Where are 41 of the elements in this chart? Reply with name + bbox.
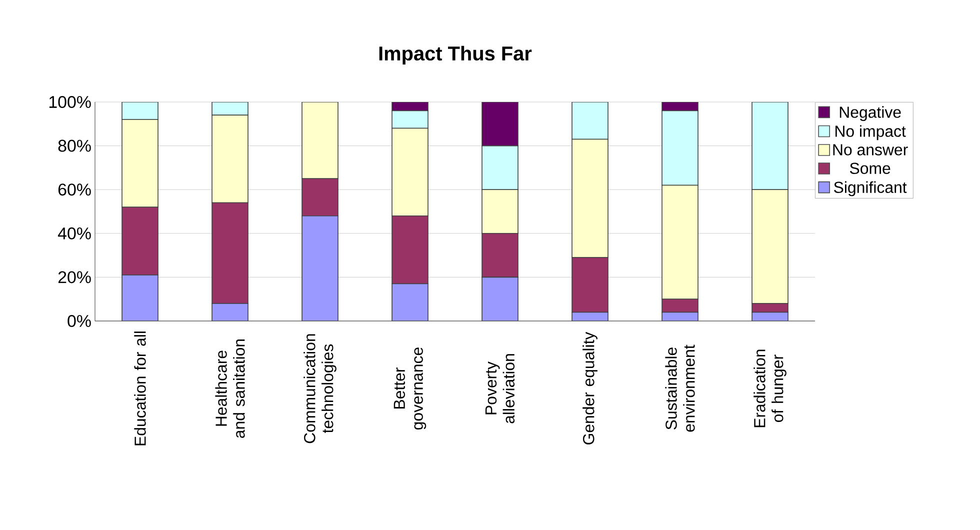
y-tick-label: 40%: [58, 227, 91, 240]
x-tick-label: Healthcare and sanitation: [215, 340, 245, 438]
bar: [752, 189, 788, 304]
bar: [122, 102, 158, 120]
legend-label: No impact: [836, 125, 906, 140]
bar: [572, 138, 608, 258]
bar: [482, 189, 518, 234]
x-tick-label: Communication technologies: [304, 334, 336, 444]
x-tick-label: Better governance: [394, 348, 426, 430]
bar: [302, 102, 338, 180]
bar: [122, 274, 158, 321]
x-tick-label: Sustainable environment: [665, 344, 695, 432]
bar: [302, 215, 338, 321]
legend-label: No answer: [833, 144, 908, 156]
x-tick-label: Poverty alleviation: [485, 354, 515, 424]
bar: [392, 110, 428, 129]
y-tick-label: 60%: [58, 184, 91, 196]
bar: [482, 102, 518, 146]
y-tick-label: 80%: [58, 140, 91, 152]
bar: [752, 102, 788, 190]
bar: [212, 303, 248, 321]
bar: [572, 102, 608, 140]
bar: [482, 233, 518, 278]
bar: [662, 110, 698, 186]
bar: [122, 119, 158, 208]
bar: [392, 128, 428, 216]
bar: [482, 276, 518, 321]
bar: [392, 283, 428, 321]
legend-label: Some: [850, 162, 890, 174]
legend-label: Negative: [840, 106, 901, 122]
bar: [662, 184, 698, 300]
chart-title: Impact Thus Far: [379, 46, 532, 65]
bar: [212, 114, 248, 204]
legend-label: Significant: [834, 181, 907, 196]
y-tick-label: 0%: [68, 315, 91, 327]
y-tick-label: 20%: [58, 271, 91, 284]
bar: [482, 145, 518, 190]
x-tick-label: Eradication of hunger: [754, 350, 786, 428]
x-tick-label: Education for all: [134, 332, 146, 446]
y-tick-label: 100%: [49, 96, 91, 108]
x-tick-label: Gender equality: [582, 332, 598, 444]
